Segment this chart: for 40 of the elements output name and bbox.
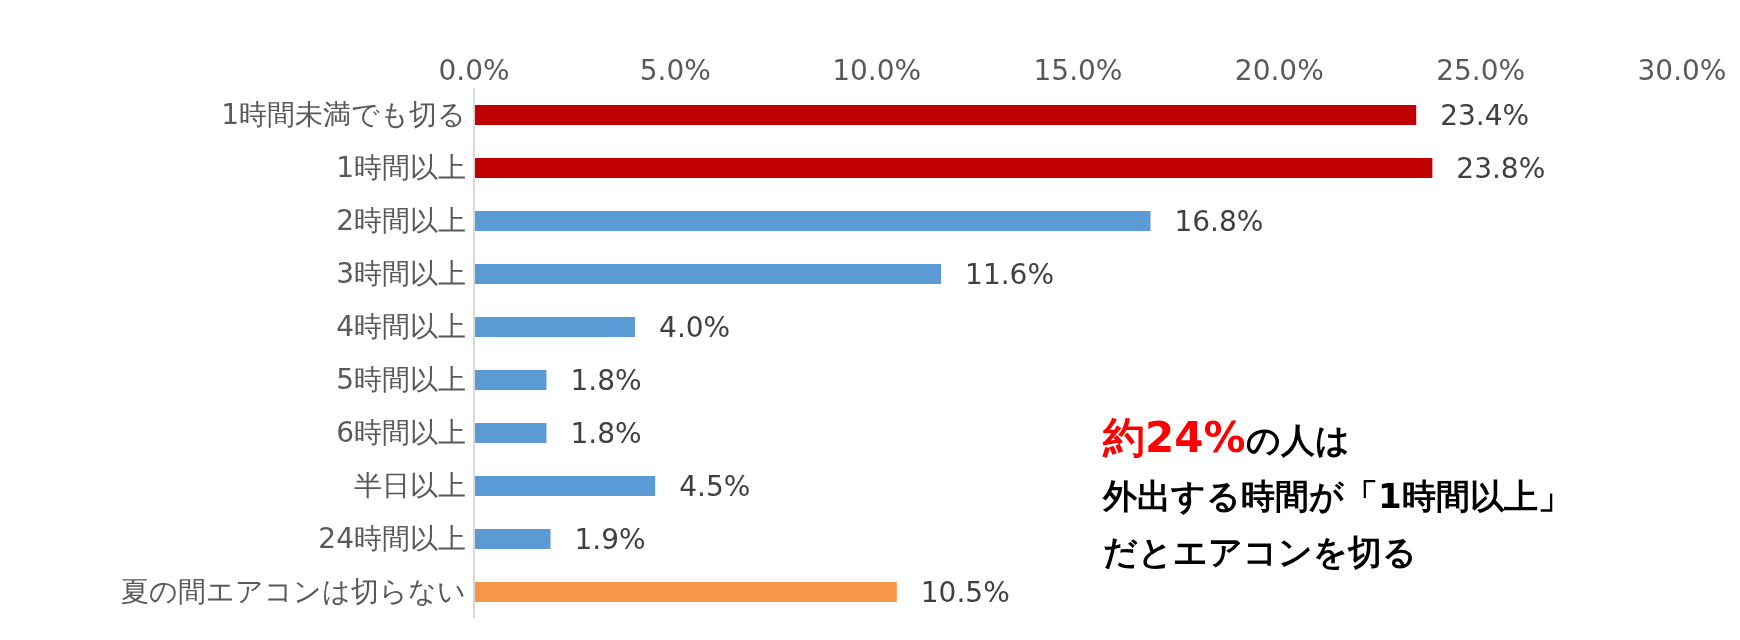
bar [474,317,636,337]
y-tick-label: 6時間以上 [336,416,466,450]
data-label: 4.0% [659,310,731,344]
data-label: 23.4% [1440,98,1530,132]
y-tick-label: 2時間以上 [336,204,466,238]
x-tick-label: 30.0% [1637,54,1727,87]
y-tick-label: 3時間以上 [336,257,466,291]
annotation: 約24%の人は [1103,413,1350,462]
data-label: 16.8% [1174,204,1264,238]
data-label: 1.8% [570,363,642,397]
data-label: 11.6% [965,257,1055,291]
bar [474,211,1151,231]
bar [474,264,942,284]
y-tick-label: 1時間未満でも切る [221,98,466,132]
x-tick-label: 10.0% [832,54,922,87]
y-tick-label: 1時間以上 [336,151,466,185]
y-tick-label: 24時間以上 [318,522,466,556]
y-tick-label: 4時間以上 [336,310,466,344]
y-tick-label: 夏の間エアコンは切らない [121,575,466,609]
y-tick-label: 半日以上 [354,469,466,503]
data-label: 4.5% [679,469,751,503]
bar [474,582,897,602]
x-tick-label: 20.0% [1234,54,1324,87]
data-label: 1.9% [574,522,646,556]
data-label: 1.8% [570,416,642,450]
x-tick-label: 5.0% [639,54,711,87]
annotation: 外出する時間が「1時間以上」 [1103,476,1572,516]
bar [474,423,547,443]
bar [474,158,1433,178]
x-tick-label: 25.0% [1436,54,1526,87]
bar [474,476,656,496]
bar [474,370,547,390]
y-tick-label: 5時間以上 [336,363,466,397]
data-label: 23.8% [1456,151,1546,185]
data-label: 10.5% [920,575,1010,609]
x-tick-label: 15.0% [1033,54,1123,87]
annotation: だとエアコンを切る [1103,532,1417,572]
bar [474,529,551,549]
bar [474,105,1417,125]
x-tick-label: 0.0% [438,54,510,87]
